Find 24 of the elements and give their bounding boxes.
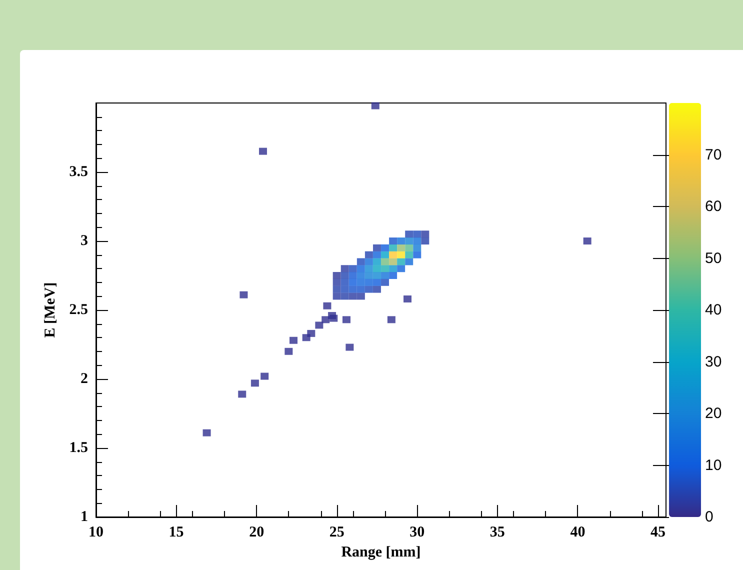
x-axis-title: Range [mm]	[341, 544, 421, 560]
color-bar-label: 10	[705, 456, 722, 474]
x-tick-label: 35	[490, 524, 505, 540]
color-bar-label: 40	[705, 302, 722, 318]
x-tick-label: 10	[88, 524, 104, 540]
color-bar-label: 0	[705, 508, 714, 526]
y-tick-label: 1	[80, 509, 88, 525]
y-tick-label: 1.5	[69, 440, 88, 456]
x-tick-label: 30	[410, 524, 425, 540]
x-tick-label: 20	[249, 524, 264, 540]
color-bar-label: 70	[705, 146, 722, 164]
y-tick-label: 2.5	[69, 302, 88, 318]
x-tick-label: 15	[168, 524, 184, 540]
x-tick-label: 25	[329, 524, 344, 540]
y-tick-label: 2	[80, 371, 88, 387]
color-bar-label: 20	[705, 405, 722, 422]
y-tick-label: 3	[80, 233, 88, 249]
y-tick-label: 3.5	[69, 164, 88, 180]
y-axis-title: E [MeV]	[42, 282, 58, 338]
color-bar-label: 60	[705, 198, 722, 215]
x-tick-label: 45	[650, 524, 666, 540]
color-bar-label: 30	[705, 353, 722, 370]
color-bar-label: 50	[705, 250, 722, 267]
x-tick-label: 40	[570, 524, 586, 540]
